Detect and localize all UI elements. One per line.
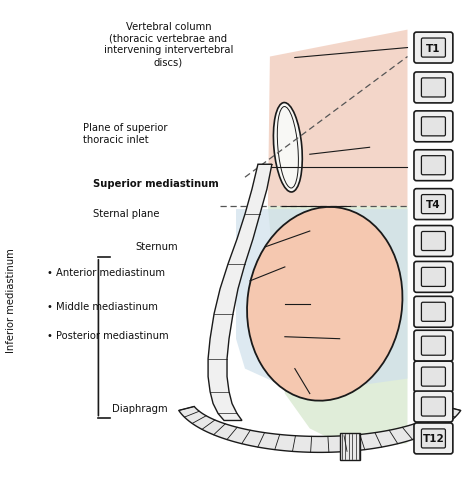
Text: Plane of superior
thoracic inlet: Plane of superior thoracic inlet xyxy=(83,123,168,144)
Text: Vertebral column
(thoracic vertebrae and
intervening intervertebral
discs): Vertebral column (thoracic vertebrae and… xyxy=(104,22,233,67)
FancyBboxPatch shape xyxy=(421,232,446,251)
Polygon shape xyxy=(268,31,408,207)
Polygon shape xyxy=(268,207,408,448)
Polygon shape xyxy=(340,433,360,460)
FancyBboxPatch shape xyxy=(414,150,453,181)
FancyBboxPatch shape xyxy=(414,73,453,104)
FancyBboxPatch shape xyxy=(414,262,453,293)
Text: T4: T4 xyxy=(426,200,441,210)
FancyBboxPatch shape xyxy=(421,336,446,356)
Polygon shape xyxy=(208,165,272,420)
FancyBboxPatch shape xyxy=(414,189,453,220)
FancyBboxPatch shape xyxy=(421,367,446,386)
Text: • Posterior mediastinum: • Posterior mediastinum xyxy=(47,331,169,341)
Text: T12: T12 xyxy=(422,433,444,444)
FancyBboxPatch shape xyxy=(414,33,453,64)
Polygon shape xyxy=(179,407,461,453)
Text: Sternum: Sternum xyxy=(136,241,178,251)
Text: Sternal plane: Sternal plane xyxy=(93,209,159,219)
FancyBboxPatch shape xyxy=(414,112,453,143)
FancyBboxPatch shape xyxy=(421,429,446,448)
FancyBboxPatch shape xyxy=(414,297,453,327)
Text: Diaphragm: Diaphragm xyxy=(112,404,167,413)
FancyBboxPatch shape xyxy=(414,331,453,361)
FancyBboxPatch shape xyxy=(414,423,453,454)
Text: T1: T1 xyxy=(426,44,441,53)
Text: Superior mediastinum: Superior mediastinum xyxy=(93,179,219,189)
FancyBboxPatch shape xyxy=(421,302,446,322)
FancyBboxPatch shape xyxy=(421,397,446,416)
FancyBboxPatch shape xyxy=(421,39,446,58)
Text: Inferior mediastinum: Inferior mediastinum xyxy=(6,248,16,352)
Polygon shape xyxy=(236,210,408,394)
FancyBboxPatch shape xyxy=(421,118,446,137)
FancyBboxPatch shape xyxy=(421,195,446,214)
FancyBboxPatch shape xyxy=(414,391,453,422)
Text: • Anterior mediastinum: • Anterior mediastinum xyxy=(47,267,165,277)
FancyBboxPatch shape xyxy=(421,156,446,175)
Ellipse shape xyxy=(247,207,402,401)
FancyBboxPatch shape xyxy=(414,361,453,392)
FancyBboxPatch shape xyxy=(421,268,446,287)
FancyBboxPatch shape xyxy=(421,79,446,98)
Ellipse shape xyxy=(273,103,302,192)
FancyBboxPatch shape xyxy=(414,226,453,257)
Text: • Middle mediastinum: • Middle mediastinum xyxy=(47,301,158,311)
